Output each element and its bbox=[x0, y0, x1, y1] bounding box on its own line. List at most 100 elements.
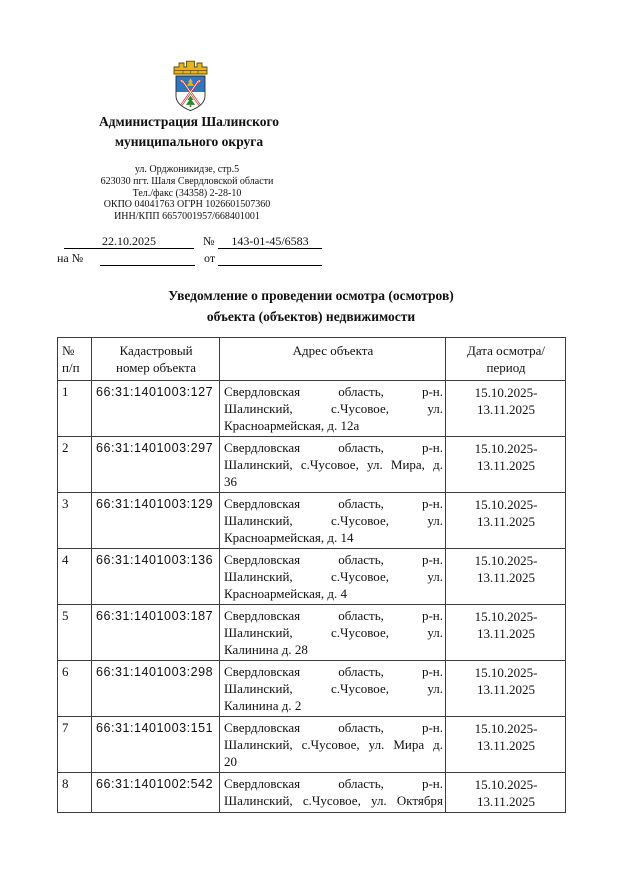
cadastral-number-cell: 66:31:1401003:297 bbox=[91, 436, 220, 493]
inspection-table: № п/п Кадастровый номер объекта Адрес об… bbox=[57, 337, 566, 813]
reply-date-blank bbox=[218, 251, 322, 266]
address-line: Шалинский, с.Чусовое, ул. Октября bbox=[224, 793, 443, 808]
crossed-arrows-icon bbox=[179, 79, 202, 106]
inspection-date-cell: 15.10.2025- 13.11.2025 bbox=[445, 436, 566, 493]
address-line: Шалинский, с.Чусовое, ул. bbox=[224, 625, 443, 640]
address-line: Свердловская область, р-н. bbox=[224, 384, 443, 399]
document-title: Уведомление о проведении осмотра (осмотр… bbox=[57, 286, 565, 327]
coat-of-arms bbox=[170, 58, 211, 112]
row-number-cell: 1 bbox=[57, 380, 92, 437]
address-line: Калинина д. 2 bbox=[224, 698, 302, 713]
header-date-line2: период bbox=[486, 360, 526, 375]
table-row: 6 66:31:1401003:298 Свердловская область, … bbox=[57, 660, 566, 717]
table-row: 8 66:31:1401002:542 Свердловская область, … bbox=[57, 772, 566, 813]
cadastral-number-cell: 66:31:1401003:187 bbox=[91, 604, 220, 661]
address-line: Красноармейская, д. 12а bbox=[224, 418, 360, 433]
address-cell: Свердловская область, р-н. Шалинский, с.Ч… bbox=[219, 548, 446, 605]
header-num-line1: № bbox=[62, 343, 75, 358]
address-line: Свердловская область, р-н. bbox=[224, 608, 443, 623]
org-name: Администрация Шалинского муниципального … bbox=[57, 112, 321, 151]
inspection-date-cell: 15.10.2025- 13.11.2025 bbox=[445, 604, 566, 661]
org-address-block: ул. Орджоникидзе, стр.5 623030 пгт. Шаля… bbox=[57, 164, 317, 223]
cadastral-number-cell: 66:31:1401003:136 bbox=[91, 548, 220, 605]
table-row: 2 66:31:1401003:297 Свердловская область, … bbox=[57, 436, 566, 493]
org-name-line2: муниципального округа bbox=[114, 133, 264, 149]
address-line: Шалинский, с.Чусовое, ул. bbox=[224, 569, 443, 584]
date-line: 15.10.2025- bbox=[474, 609, 538, 624]
inspection-table-body: 1 66:31:1401003:127 Свердловская область, … bbox=[57, 380, 566, 813]
header-object-address: Адрес объекта bbox=[219, 337, 446, 381]
green-fir-icon bbox=[185, 95, 196, 105]
address-line: Свердловская область, р-н. bbox=[224, 720, 443, 735]
date-line: 15.10.2025- bbox=[474, 777, 538, 792]
header-date-line1: Дата осмотра/ bbox=[466, 343, 546, 358]
table-row: 7 66:31:1401003:151 Свердловская область, … bbox=[57, 716, 566, 773]
date-line: 15.10.2025- bbox=[474, 553, 538, 568]
table-row: 4 66:31:1401003:136 Свердловская область, … bbox=[57, 548, 566, 605]
reply-number-blank bbox=[100, 251, 195, 266]
date-line: 13.11.2025 bbox=[476, 738, 536, 753]
mural-crown-icon bbox=[173, 60, 208, 75]
inspection-date-cell: 15.10.2025- 13.11.2025 bbox=[445, 492, 566, 549]
address-line: Красноармейская, д. 14 bbox=[224, 530, 354, 545]
header-row-number: № п/п bbox=[57, 337, 92, 381]
org-okpo-ogrn: ОКПО 04041763 ОГРН 1026601507360 bbox=[103, 199, 271, 211]
date-line: 13.11.2025 bbox=[476, 514, 536, 529]
address-line: 36 bbox=[224, 474, 237, 489]
reply-to-label: на № bbox=[57, 251, 84, 265]
date-line: 15.10.2025- bbox=[474, 721, 538, 736]
cadastral-number-cell: 66:31:1401003:127 bbox=[91, 380, 220, 437]
table-row: 5 66:31:1401003:187 Свердловская область, … bbox=[57, 604, 566, 661]
date-line: 13.11.2025 bbox=[476, 626, 536, 641]
inspection-date-cell: 15.10.2025- 13.11.2025 bbox=[445, 548, 566, 605]
date-line: 13.11.2025 bbox=[476, 682, 536, 697]
inspection-date-cell: 15.10.2025- 13.11.2025 bbox=[445, 772, 566, 813]
table-row: 1 66:31:1401003:127 Свердловская область, … bbox=[57, 380, 566, 437]
org-inn-kpp: ИНН/КПП 6657001957/668401001 bbox=[114, 211, 260, 223]
date-line: 15.10.2025- bbox=[474, 441, 538, 456]
date-line: 15.10.2025- bbox=[474, 665, 538, 680]
row-number-cell: 8 bbox=[57, 772, 92, 813]
letter-number: 143-01-45/6583 bbox=[218, 234, 322, 249]
row-number-cell: 6 bbox=[57, 660, 92, 717]
row-number-cell: 4 bbox=[57, 548, 92, 605]
header-cad-line1: Кадастровый bbox=[119, 343, 193, 358]
address-line: Свердловская область, р-н. bbox=[224, 552, 443, 567]
address-cell: Свердловская область, р-н. Шалинский, с.Ч… bbox=[219, 660, 446, 717]
address-line: Свердловская область, р-н. bbox=[224, 776, 443, 791]
cadastral-number-cell: 66:31:1401003:151 bbox=[91, 716, 220, 773]
address-cell: Свердловская область, р-н. Шалинский, с.Ч… bbox=[219, 716, 446, 773]
address-line: Свердловская область, р-н. bbox=[224, 496, 443, 511]
address-line: Шалинский, с.Чусовое, ул. bbox=[224, 513, 443, 528]
org-postal: 623030 пгт. Шаля Свердловской области bbox=[100, 175, 274, 187]
table-header-row: № п/п Кадастровый номер объекта Адрес об… bbox=[57, 337, 566, 381]
cadastral-number-cell: 66:31:1401003:129 bbox=[91, 492, 220, 549]
date-line: 15.10.2025- bbox=[474, 497, 538, 512]
address-cell: Свердловская область, р-н. Шалинский, с.Ч… bbox=[219, 436, 446, 493]
org-phone: Тел./факс (34358) 2-28-10 bbox=[132, 187, 242, 199]
address-line: Шалинский, с.Чусовое, ул. Мира д. bbox=[224, 737, 443, 752]
address-cell: Свердловская область, р-н. Шалинский, с.Ч… bbox=[219, 772, 446, 813]
header-inspection-date: Дата осмотра/ период bbox=[445, 337, 566, 381]
document-title-line2: объекта (объектов) недвижимости bbox=[206, 308, 416, 324]
header-cad-line2: номер объекта bbox=[116, 360, 196, 375]
address-line: Свердловская область, р-н. bbox=[224, 664, 443, 679]
address-line: Калинина д. 28 bbox=[224, 642, 308, 657]
coat-of-arms-image bbox=[173, 60, 208, 112]
document-title-line1: Уведомление о проведении осмотра (осмотр… bbox=[168, 288, 454, 303]
row-number-cell: 3 bbox=[57, 492, 92, 549]
inspection-date-cell: 15.10.2025- 13.11.2025 bbox=[445, 380, 566, 437]
date-line: 15.10.2025- bbox=[474, 385, 538, 400]
org-street: ул. Орджоникидзе, стр.5 bbox=[134, 164, 240, 175]
address-cell: Свердловская область, р-н. Шалинский, с.Ч… bbox=[219, 492, 446, 549]
inspection-table-wrap: № п/п Кадастровый номер объекта Адрес об… bbox=[57, 337, 566, 813]
address-line: Свердловская область, р-н. bbox=[224, 440, 443, 455]
date-line: 13.11.2025 bbox=[476, 570, 536, 585]
date-line: 13.11.2025 bbox=[476, 458, 536, 473]
cadastral-number-cell: 66:31:1401002:542 bbox=[91, 772, 220, 813]
address-line: Шалинский, с.Чусовое, ул. bbox=[224, 681, 443, 696]
header-cadastral-number: Кадастровый номер объекта bbox=[91, 337, 220, 381]
date-line: 13.11.2025 bbox=[476, 794, 536, 809]
header-num-line2: п/п bbox=[62, 360, 80, 375]
row-number-cell: 2 bbox=[57, 436, 92, 493]
